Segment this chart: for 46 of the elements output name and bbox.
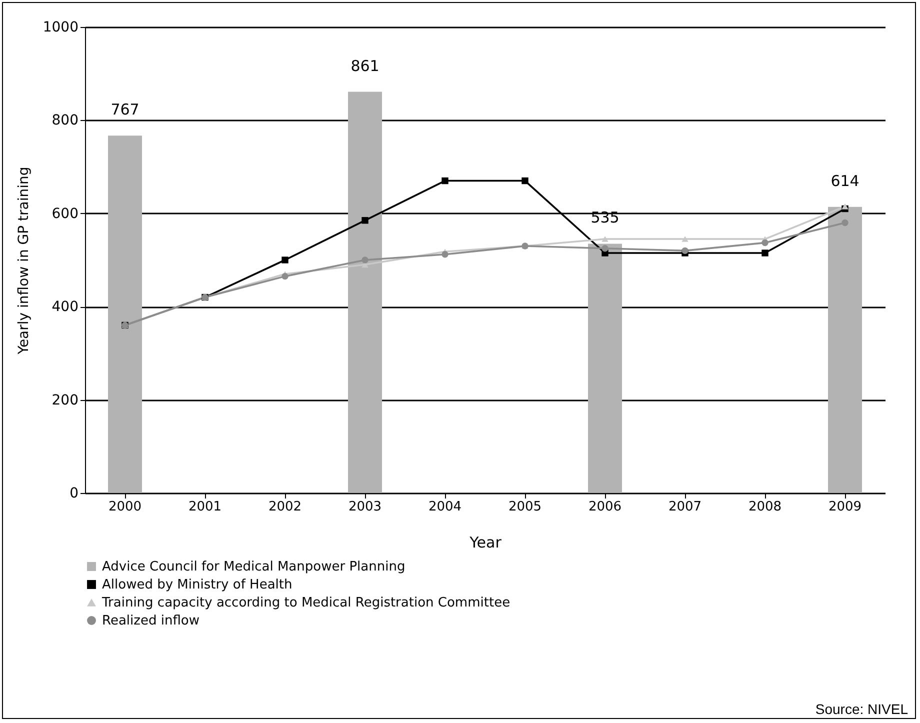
x-axis-title: Year bbox=[468, 534, 502, 552]
x-tick-label: 2000 bbox=[108, 500, 142, 514]
legend-label: Training capacity according to Medical Registration Committee bbox=[101, 596, 510, 610]
source-note: Source: NIVEL bbox=[815, 701, 908, 717]
legend-label: Realized inflow bbox=[102, 614, 200, 628]
point bbox=[762, 239, 768, 246]
x-tick-label: 2004 bbox=[428, 500, 462, 514]
x-tick-label: 2002 bbox=[268, 500, 302, 514]
data-label: 767 bbox=[110, 100, 140, 119]
bar bbox=[108, 136, 142, 493]
y-tick-label: 1000 bbox=[42, 20, 78, 36]
point bbox=[282, 272, 288, 280]
y-tick-label: 200 bbox=[52, 392, 78, 408]
point bbox=[682, 236, 688, 242]
x-tick-label: 2005 bbox=[508, 500, 542, 514]
y-tick-label: 400 bbox=[52, 299, 78, 316]
x-tick-label: 2009 bbox=[828, 500, 862, 514]
data-label: 614 bbox=[830, 172, 860, 190]
x-tick-label: 2006 bbox=[588, 500, 622, 514]
bar bbox=[588, 244, 622, 493]
point bbox=[762, 250, 768, 256]
point bbox=[602, 245, 608, 252]
y-tick-label: 800 bbox=[52, 112, 78, 129]
bar bbox=[828, 206, 862, 493]
y-tick-label: 0 bbox=[70, 486, 78, 502]
x-tick-label: 2001 bbox=[188, 500, 222, 514]
point bbox=[282, 256, 288, 264]
point bbox=[522, 177, 528, 184]
data-label: 535 bbox=[590, 208, 620, 227]
point bbox=[842, 219, 848, 226]
point bbox=[362, 256, 368, 264]
data-label: 861 bbox=[350, 56, 380, 75]
x-tick-label: 2007 bbox=[668, 500, 702, 514]
point bbox=[442, 251, 448, 258]
legend-label: Advice Council for Medical Manpower Planning bbox=[102, 560, 406, 574]
point bbox=[362, 217, 368, 224]
y-axis-title: Yearly inflow in GP training bbox=[16, 166, 32, 356]
x-tick-label: 2008 bbox=[748, 500, 782, 514]
x-tick-label: 2003 bbox=[348, 500, 382, 514]
bar bbox=[348, 92, 382, 493]
y-tick-label: 600 bbox=[52, 206, 78, 222]
point bbox=[442, 177, 448, 184]
point bbox=[842, 204, 848, 210]
point bbox=[682, 247, 688, 254]
point bbox=[602, 236, 608, 242]
legend-label: Allowed by Ministry of Health bbox=[102, 578, 292, 592]
